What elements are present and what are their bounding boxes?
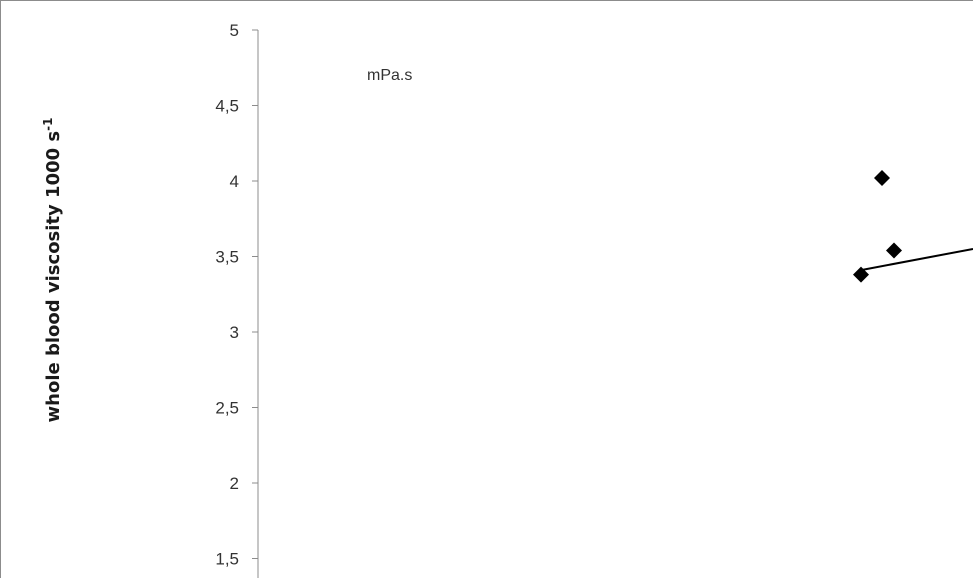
unit-annotation: mPa.s (367, 67, 412, 84)
data-point (874, 169, 890, 186)
y-tick-label: 1,5 (215, 550, 239, 569)
y-tick-label: 2 (230, 474, 239, 493)
y-tick-labels: 1,5 2 2,5 3 3,5 4 4,5 5 (215, 21, 239, 569)
y-axis (252, 29, 259, 578)
y-axis-label: whole blood viscosity 1000 s-1 (41, 118, 64, 423)
data-points (853, 169, 902, 283)
data-point (853, 266, 869, 283)
y-tick-label: 3,5 (215, 248, 239, 267)
y-tick-label: 5 (230, 21, 239, 40)
y-tick-label: 3 (230, 323, 239, 342)
y-axis-label-main: whole blood viscosity 1000 s (43, 131, 64, 423)
data-point (886, 242, 902, 259)
trendline (860, 247, 973, 272)
y-tick-label: 2,5 (215, 399, 239, 418)
trendline-group (860, 247, 973, 272)
y-tick-label: 4 (230, 172, 239, 191)
y-axis-label-superscript: -1 (41, 118, 55, 131)
y-tick-label: 4,5 (215, 97, 239, 116)
